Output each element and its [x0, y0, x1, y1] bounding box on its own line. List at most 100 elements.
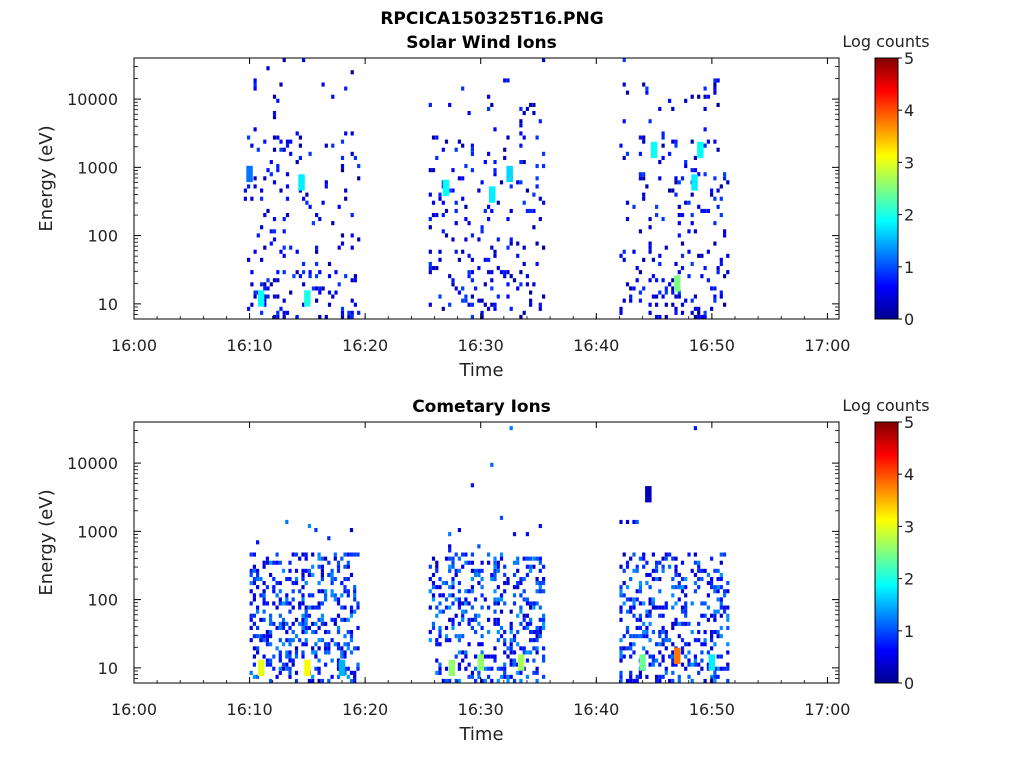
data-pixel: [700, 650, 704, 655]
figure-title: RPCICA150325T16.PNG: [380, 9, 603, 29]
data-pixel: [658, 290, 662, 295]
data-pixel: [336, 642, 341, 647]
data-pixel: [532, 670, 536, 675]
data-pixel: [671, 605, 675, 610]
data-pixel: [457, 568, 461, 573]
data-pixel: [353, 278, 357, 283]
data-pixel: [344, 188, 348, 193]
data-pixel: [629, 642, 633, 647]
data-pixel: [690, 568, 694, 573]
data-pixel: [499, 515, 504, 520]
data-pixel: [629, 678, 633, 683]
data-pixel: [671, 278, 675, 283]
data-pixel: [655, 294, 659, 299]
data-pixel: [324, 143, 328, 148]
data-pixel: [529, 605, 533, 610]
data-pixel: [674, 139, 678, 144]
data-pixel: [706, 617, 710, 622]
colorbar-tick-label: 0: [904, 674, 914, 693]
data-pixel: [710, 585, 714, 590]
data-pixel: [347, 310, 351, 315]
data-pixel: [622, 82, 626, 87]
data-pixel: [719, 597, 723, 602]
data-pixel: [493, 597, 497, 602]
data-pixel: [252, 646, 256, 651]
data-pixel: [493, 249, 497, 254]
data-pixel: [529, 638, 533, 643]
data-pixel: [269, 617, 273, 622]
data-pixel: [519, 160, 523, 165]
data-pixel: [477, 568, 481, 573]
data-pixel: [680, 302, 685, 307]
data-pixel: [632, 605, 636, 610]
data-pixel: [428, 630, 432, 635]
data-pixel: [304, 621, 308, 626]
data-pixel: [516, 670, 520, 675]
feature-pixel: [442, 179, 450, 196]
data-pixel: [454, 208, 458, 213]
data-pixel: [668, 151, 672, 156]
data-pixel: [340, 164, 345, 169]
data-pixel: [619, 678, 623, 683]
data-pixel: [253, 290, 257, 295]
data-pixel: [314, 650, 318, 655]
data-pixel: [661, 625, 665, 630]
data-pixel: [477, 642, 481, 647]
data-pixel: [509, 208, 513, 213]
data-pixel: [493, 658, 497, 663]
data-pixel: [288, 654, 292, 659]
data-pixel: [519, 143, 523, 148]
data-pixel: [690, 310, 694, 315]
data-pixel: [336, 564, 341, 569]
data-pixel: [340, 605, 344, 610]
data-pixel: [349, 572, 354, 577]
data-pixel: [435, 638, 439, 643]
data-pixel: [346, 552, 350, 557]
data-pixel: [336, 658, 341, 663]
data-pixel: [687, 650, 691, 655]
data-pixel: [357, 310, 361, 315]
data-pixel: [625, 646, 630, 651]
data-pixel: [503, 581, 507, 586]
data-pixel: [658, 678, 662, 683]
data-pixel: [671, 585, 675, 590]
data-pixel: [470, 168, 474, 173]
data-pixel: [642, 192, 646, 197]
data-pixel: [668, 98, 672, 103]
data-pixel: [477, 674, 481, 679]
data-pixel: [487, 257, 491, 262]
data-pixel: [305, 200, 309, 205]
data-pixel: [655, 577, 659, 582]
data-pixel: [457, 678, 461, 683]
data-pixel: [454, 654, 458, 659]
data-pixel: [441, 147, 445, 152]
data-pixel: [320, 638, 324, 643]
data-pixel: [320, 556, 324, 561]
data-pixel: [262, 560, 266, 565]
data-pixel: [710, 192, 714, 197]
data-pixel: [648, 585, 652, 590]
data-pixel: [661, 155, 665, 160]
feature-pixel: [246, 165, 253, 183]
data-pixel: [301, 642, 305, 647]
data-pixel: [253, 249, 257, 254]
data-pixel: [428, 302, 432, 307]
data-pixel: [311, 593, 315, 598]
data-pixel: [278, 638, 282, 643]
data-pixel: [693, 306, 697, 311]
data-pixel: [677, 634, 681, 639]
data-pixel: [651, 552, 655, 557]
data-pixel: [496, 617, 500, 622]
data-pixel: [454, 147, 458, 152]
data-pixel: [525, 532, 529, 537]
data-pixel: [324, 556, 328, 561]
data-pixel: [298, 638, 302, 643]
data-pixel: [262, 564, 266, 569]
data-pixel: [716, 666, 720, 671]
data-pixel: [336, 597, 341, 602]
data-pixel: [625, 151, 630, 156]
plot-area: [133, 57, 840, 320]
data-pixel: [713, 617, 717, 622]
data-pixel: [260, 225, 264, 230]
data-pixel: [713, 176, 717, 181]
